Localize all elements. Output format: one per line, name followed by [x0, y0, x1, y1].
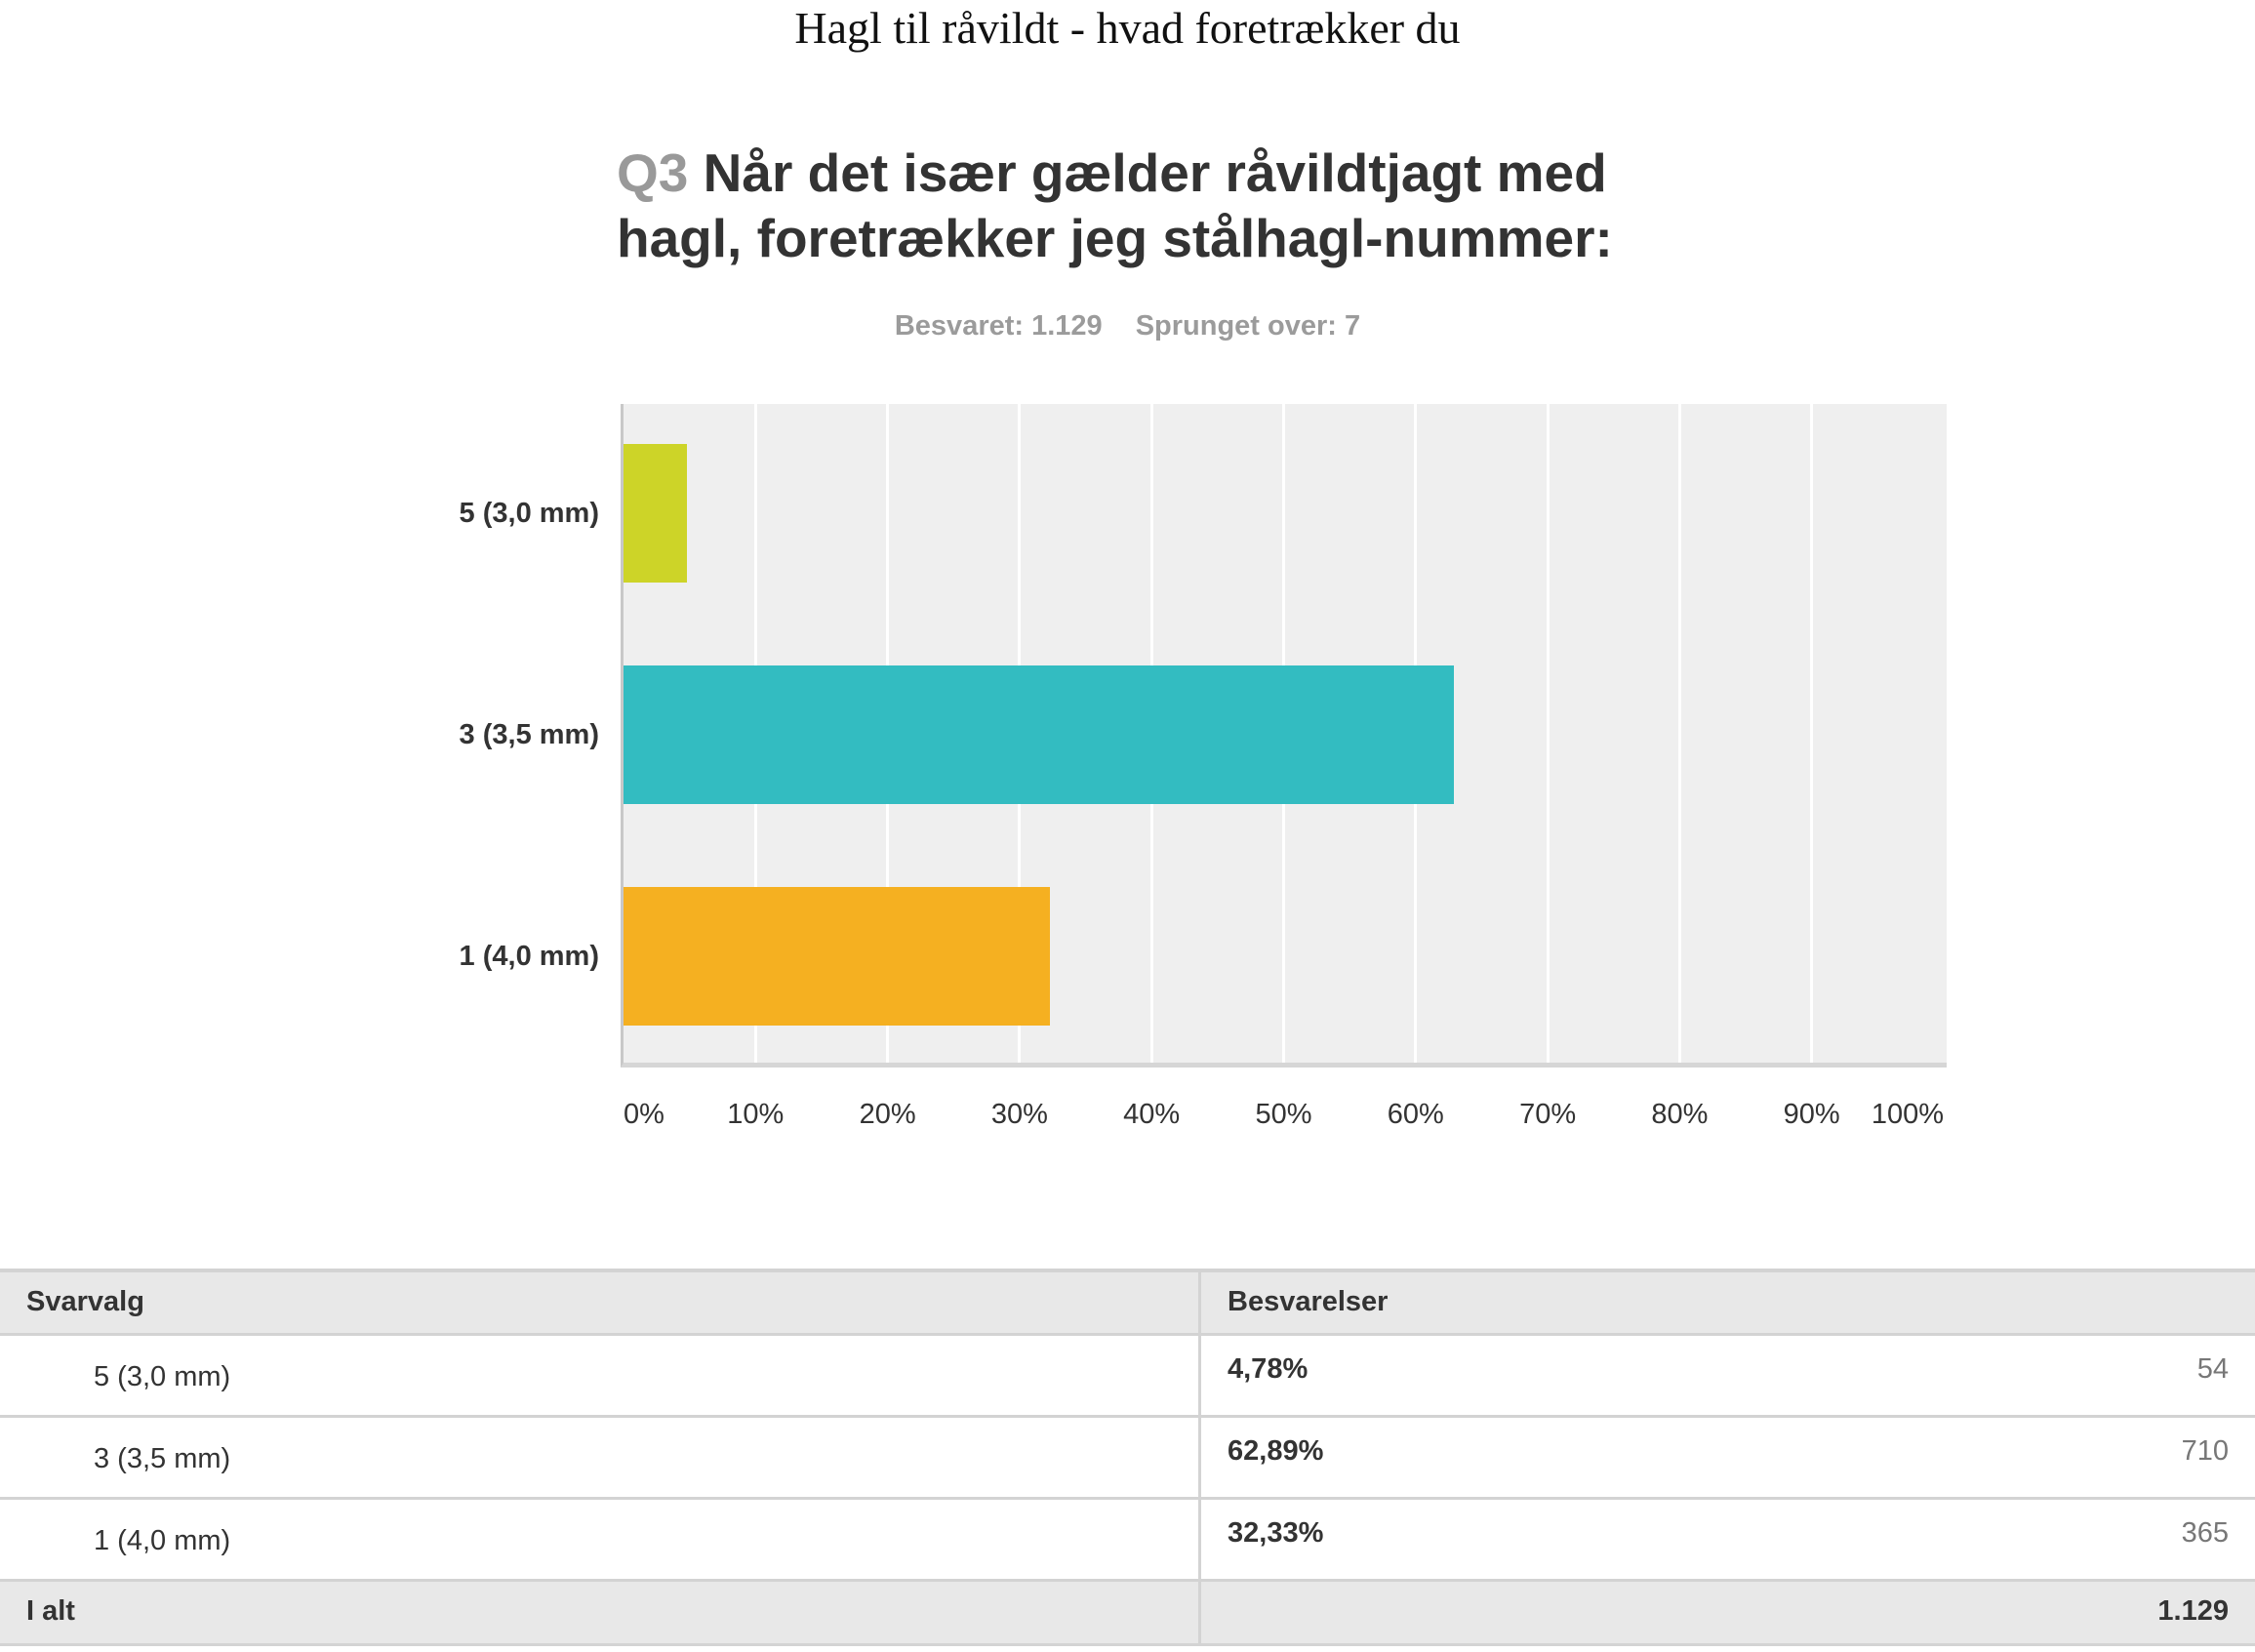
x-axis-tick-label: 100% [1871, 1099, 1944, 1130]
gridline [1546, 404, 1550, 1063]
response-stats: Besvaret: 1.129 Sprunget over: 7 [0, 310, 2255, 342]
total-label: I alt [0, 1582, 1201, 1643]
table-total-row: I alt 1.129 [0, 1582, 2255, 1646]
row-percent: 62,89% [1228, 1435, 1324, 1467]
x-axis-tick-label: 20% [859, 1099, 916, 1130]
table-row: 1 (4,0 mm) 32,33% 365 [0, 1500, 2255, 1582]
table-row: 3 (3,5 mm) 62,89% 710 [0, 1418, 2255, 1500]
row-count: 54 [2196, 1353, 2229, 1385]
x-axis-tick-label: 60% [1387, 1099, 1444, 1130]
document-title: Hagl til råvildt - hvad foretrækker du [794, 3, 1461, 53]
bar-0 [624, 444, 687, 583]
results-table: Svarvalg Besvarelser 5 (3,0 mm) 4,78% 54 … [0, 1269, 2255, 1646]
question-title: Q3 Når det især gælder råvildtjagt med h… [617, 141, 1690, 271]
total-value: 1.129 [2157, 1595, 2229, 1627]
x-axis-tick-label: 80% [1651, 1099, 1709, 1130]
x-axis-tick-label: 70% [1519, 1099, 1577, 1130]
y-axis-label: 1 (4,0 mm) [459, 941, 599, 972]
row-label: 1 (4,0 mm) [0, 1500, 1201, 1579]
y-axis-label: 3 (3,5 mm) [459, 719, 599, 750]
row-label: 3 (3,5 mm) [0, 1418, 1201, 1497]
row-count: 365 [2181, 1517, 2229, 1549]
row-label: 5 (3,0 mm) [0, 1336, 1201, 1415]
bar-1 [624, 665, 1454, 804]
gridline [1810, 404, 1814, 1063]
bar-2 [624, 887, 1051, 1026]
header-answer-choices: Svarvalg [0, 1272, 1201, 1333]
skipped-count: Sprunget over: 7 [1135, 310, 1361, 342]
x-axis-tick-label: 50% [1255, 1099, 1312, 1130]
x-axis-tick-label: 10% [727, 1099, 785, 1130]
row-percent: 4,78% [1228, 1353, 1309, 1385]
row-count: 710 [2181, 1435, 2229, 1467]
question-text-line2: hagl, foretrækker jeg stålhagl-nummer: [617, 208, 1613, 268]
y-axis-label: 5 (3,0 mm) [459, 498, 599, 529]
x-axis-tick-label: 90% [1783, 1099, 1840, 1130]
gridline [1677, 404, 1681, 1063]
x-axis-tick-label: 0% [624, 1099, 664, 1130]
table-row: 5 (3,0 mm) 4,78% 54 [0, 1336, 2255, 1418]
header-responses: Besvarelser [1228, 1286, 1389, 1317]
answered-count: Besvaret: 1.129 [894, 310, 1103, 342]
x-axis-tick-label: 30% [990, 1099, 1048, 1130]
table-header-row: Svarvalg Besvarelser [0, 1272, 2255, 1336]
chart-plot-area [621, 404, 1947, 1068]
question-number: Q3 [617, 142, 689, 203]
question-text-line1: Når det især gælder råvildtjagt med [703, 142, 1607, 203]
x-axis-tick-label: 40% [1123, 1099, 1181, 1130]
row-percent: 32,33% [1228, 1517, 1324, 1549]
